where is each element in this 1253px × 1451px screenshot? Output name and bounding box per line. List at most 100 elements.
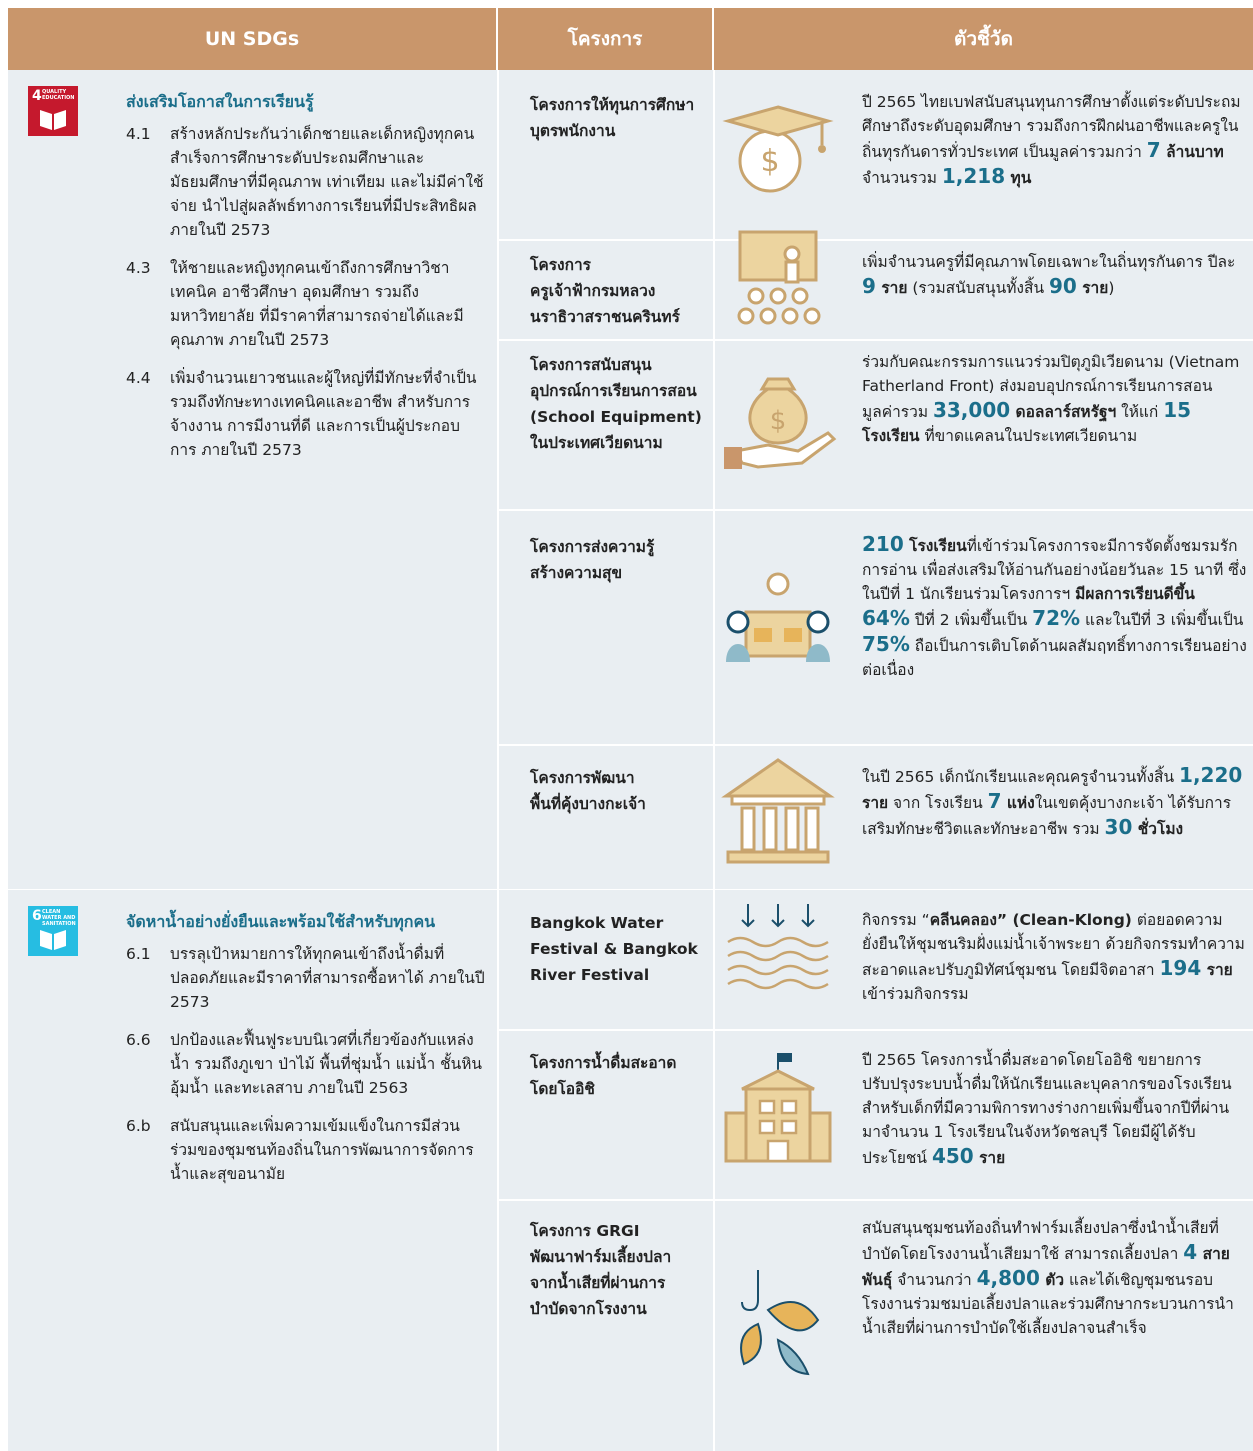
description-plain: จำนวนรวม	[862, 169, 942, 187]
goal-title: จัดหาน้ำอย่างยั่งยืนและพร้อมใช้สำหรับทุก…	[126, 912, 436, 931]
sdg-badge: 4 QUALITY EDUCATION	[28, 86, 78, 136]
target-text: เพิ่มจำนวนเยาวชนและผู้ใหญ่ที่มีทักษะที่จ…	[170, 369, 477, 459]
description-strong: ราย	[875, 279, 908, 297]
project-name-line: ครูเจ้าฟ้ากรมหลวง	[530, 282, 656, 300]
project-description: ปี 2565 โครงการน้ำดื่มสะอาดโดยโออิชิ ขยา…	[862, 1048, 1247, 1170]
project-name-line: โครงการสนับสนุน	[530, 356, 652, 374]
badge-number: 4	[32, 88, 42, 104]
description-highlight: 4,800	[976, 1266, 1040, 1290]
header-projects: โครงการ	[498, 8, 712, 70]
description-plain: ปี 2565 โครงการน้ำดื่มสะอาดโดยโออิชิ ขยา…	[862, 1051, 1232, 1167]
project-description: ปี 2565 ไทยเบฟสนับสนุนทุนการศึกษาตั้งแต่…	[862, 90, 1247, 190]
indicator-cell	[715, 890, 1253, 1451]
description-strong: ล้านบาท	[1160, 143, 1224, 161]
description-plain: และได้เชิญชุมชนรอบโรงงานร่วมชมบ่อเลี้ยงป…	[862, 1271, 1234, 1337]
project-name-line: Festival & Bangkok	[530, 940, 698, 958]
indicator-cell	[715, 70, 1253, 890]
project-name: โครงการ ครูเจ้าฟ้ากรมหลวง นราธิวาสราชนคริน…	[530, 252, 708, 330]
description-plain: ปีที่ 2 เพิ่มขึ้นเป็น	[909, 611, 1033, 629]
description-highlight: 72%	[1032, 606, 1081, 630]
row-divider	[499, 1029, 1253, 1031]
project-name-line: ในประเทศเวียดนาม	[530, 434, 663, 452]
project-name-line: อุปกรณ์การเรียนการสอน	[530, 382, 697, 400]
row-divider	[499, 744, 1253, 746]
project-name-line: โครงการพัฒนา	[530, 769, 635, 787]
description-plain: จาก โรงเรียน	[888, 794, 988, 812]
description-strong: ชั่วโมง	[1132, 820, 1184, 838]
description-highlight: 210	[862, 532, 904, 556]
description-strong: ราย	[862, 794, 889, 812]
column-divider	[497, 70, 499, 1451]
description-plain: เพิ่มจำนวนครูที่มีคุณภาพโดยเฉพาะในถิ่นทุ…	[862, 253, 1236, 271]
project-name: โครงการน้ำดื่มสะอาดโดยโออิชิ	[530, 1050, 708, 1102]
project-icon	[721, 757, 835, 863]
description-strong: ราย	[1076, 279, 1109, 297]
description-highlight: 9	[862, 274, 876, 298]
description-strong: แห่ง	[1001, 794, 1035, 812]
badge-label: QUALITY EDUCATION	[42, 89, 75, 101]
row-divider	[499, 509, 1253, 511]
project-icon: $	[722, 105, 834, 193]
description-strong: สายพันธุ์	[862, 1245, 1230, 1289]
description-highlight: 7	[987, 789, 1002, 813]
target-text: สร้างหลักประกันว่าเด็กชายและเด็กหญิงทุกค…	[170, 125, 484, 239]
project-name: โครงการพัฒนา พื้นที่คุ้งบางกะเจ้า	[530, 765, 708, 817]
svg-text:$: $	[760, 144, 779, 179]
description-plain: และในปีที่ 3 เพิ่มขึ้นเป็น	[1080, 611, 1244, 629]
description-plain: ร่วมกับคณะกรรมการแนวร่วมปิตุภูมิเวียดนาม…	[862, 353, 1240, 421]
target-text: ให้ชายและหญิงทุกคนเข้าถึงการศึกษาวิชาเทค…	[170, 259, 464, 349]
project-icon	[727, 904, 829, 990]
project-description: เพิ่มจำนวนครูที่มีคุณภาพโดยเฉพาะในถิ่นทุ…	[862, 250, 1247, 300]
project-name-line: โครงการน้ำดื่มสะอาด	[530, 1054, 677, 1072]
project-description: ร่วมกับคณะกรรมการแนวร่วมปิตุภูมิเวียดนาม…	[862, 350, 1247, 448]
description-plain: จำนวนกว่า	[892, 1271, 977, 1289]
project-name: โครงการให้ทุนการศึกษา บุตรพนักงาน	[530, 92, 708, 144]
description-plain: (รวมสนับสนุนทั้งสิ้น	[907, 279, 1049, 297]
project-icon	[726, 572, 830, 662]
description-strong: โรงเรียน	[903, 537, 967, 555]
description-plain: )	[1108, 279, 1115, 297]
description-highlight: 64%	[862, 606, 910, 630]
project-name-line: โครงการ GRGI	[530, 1222, 640, 1240]
target-code: 6.6	[126, 1031, 151, 1049]
description-plain: ต่อยอดความยั่งยืนให้ชุมชนริมฝั่งแม่น้ำเจ…	[862, 911, 1245, 979]
description-strong: ตัว	[1039, 1271, 1065, 1289]
sdg-badge: 6 CLEAN WATER AND SANITATION	[28, 906, 78, 956]
target-code: 4.1	[126, 125, 151, 143]
badge-icon	[40, 930, 66, 950]
description-strong: มีผลการเรียนดีขึ้น	[1075, 585, 1195, 603]
row-divider	[499, 1199, 1253, 1201]
target-code: 6.1	[126, 945, 151, 963]
project-description: กิจกรรม “คลีนคลอง” (Clean-Klong) ต่อยอดค…	[862, 908, 1247, 1006]
description-plain: ที่เข้าร่วมโครงการจะมีการจัดตั้งชมรมรักก…	[862, 537, 1247, 603]
project-name-line: จากน้ำเสียที่ผ่านการ	[530, 1274, 666, 1292]
description-highlight: 1,220	[1179, 763, 1243, 787]
target: 6.b สนับสนุนและเพิ่มความเข้มแข็งในการมีส่…	[126, 1114, 486, 1186]
sdg-cell	[8, 70, 497, 890]
description-strong: คลีนคลอง” (Clean-Klong)	[929, 911, 1132, 929]
badge-label: CLEAN WATER AND SANITATION	[42, 909, 76, 927]
description-highlight: 4	[1183, 1240, 1198, 1264]
target-code: 4.4	[126, 369, 151, 387]
project-name-line: บุตรพนักงาน	[530, 122, 616, 140]
project-name-line: โดยโออิชิ	[530, 1080, 595, 1098]
project-name: โครงการ GRGI พัฒนาฟาร์มเลี้ยงปลาจากน้ำเสี…	[530, 1218, 708, 1322]
project-name-line: Bangkok Water	[530, 914, 664, 932]
header-indicators: ตัวชี้วัด	[714, 8, 1253, 70]
project-icon	[724, 1053, 832, 1163]
target-text: สนับสนุนและเพิ่มความเข้มแข็งในการมีส่วนร…	[170, 1117, 474, 1183]
row-divider	[499, 339, 1253, 341]
project-name-line: (School Equipment)	[530, 408, 702, 426]
project-cell	[499, 890, 713, 1451]
badge-icon	[40, 110, 66, 130]
description-highlight: 1,218	[941, 164, 1006, 188]
target: 4.3 ให้ชายและหญิงทุกคนเข้าถึงการศึกษาวิชา…	[126, 256, 486, 352]
project-name-line: พัฒนาฟาร์มเลี้ยงปลา	[530, 1248, 672, 1266]
badge-number: 6	[32, 908, 42, 924]
target-code: 6.b	[126, 1117, 151, 1135]
description-highlight: 30	[1104, 815, 1133, 839]
header-sdgs: UN SDGs	[8, 8, 496, 70]
project-name-line: บำบัดจากโรงงาน	[530, 1300, 647, 1318]
goal-title: ส่งเสริมโอกาสในการเรียนรู้	[126, 92, 314, 111]
